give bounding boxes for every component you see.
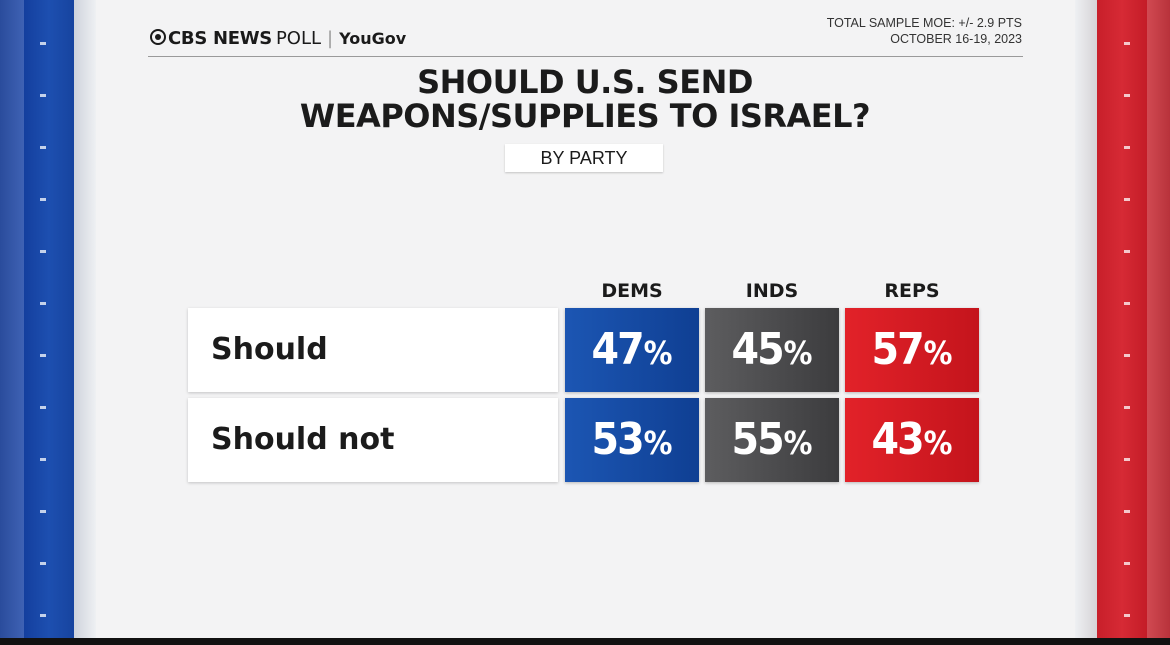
value-number: 43: [871, 414, 925, 465]
left-panel-edge: [74, 0, 96, 640]
poll-dates: OCTOBER 16-19, 2023: [890, 32, 1022, 46]
left-flag-stripe: [0, 0, 24, 640]
left-blue-stripe: [24, 0, 74, 640]
stripe-tick: [1124, 250, 1130, 253]
stripe-tick: [1124, 146, 1130, 149]
percent-sign: %: [643, 334, 673, 372]
stripe-tick: [1124, 614, 1130, 617]
right-flag-stripe: [1147, 0, 1170, 640]
stripe-tick: [40, 146, 46, 149]
partner-name: YouGov: [339, 29, 407, 48]
stripe-tick: [40, 406, 46, 409]
value-number: 47: [591, 324, 645, 375]
header-divider: [148, 56, 1023, 57]
value-number: 45: [731, 324, 785, 375]
stripe-tick: [40, 250, 46, 253]
value-cell-dems: 47%: [565, 308, 699, 392]
value-number: 53: [591, 414, 645, 465]
value-number: 55: [731, 414, 785, 465]
stripe-tick: [40, 198, 46, 201]
chart-subtitle: BY PARTY: [505, 144, 663, 172]
stripe-tick: [1124, 302, 1130, 305]
value-cell-inds: 55%: [705, 398, 839, 482]
chart-title-line-1: SHOULD U.S. SEND: [417, 63, 753, 101]
stripe-tick: [40, 94, 46, 97]
brand-divider: |: [327, 28, 334, 49]
stripe-tick: [40, 42, 46, 45]
value-number: 57: [871, 324, 925, 375]
column-header-reps: REPS: [884, 280, 940, 302]
right-panel-edge: [1075, 0, 1097, 640]
stripe-tick: [40, 562, 46, 565]
stripe-tick: [40, 302, 46, 305]
stripe-tick: [1124, 562, 1130, 565]
column-header-dems: DEMS: [601, 280, 663, 302]
brand-logo: CBS NEWS POLL | YouGov: [150, 28, 406, 49]
brand-name: CBS NEWS: [168, 28, 272, 49]
percent-sign: %: [783, 334, 813, 372]
percent-sign: %: [783, 424, 813, 462]
stripe-tick: [40, 354, 46, 357]
percent-sign: %: [923, 424, 953, 462]
percent-sign: %: [923, 334, 953, 372]
value-cell-inds: 45%: [705, 308, 839, 392]
poll-meta: TOTAL SAMPLE MOE: +/- 2.9 PTS OCTOBER 16…: [827, 15, 1022, 47]
stripe-tick: [1124, 42, 1130, 45]
stripe-tick: [1124, 354, 1130, 357]
brand-suffix: POLL: [275, 28, 322, 49]
right-red-stripe: [1097, 0, 1147, 640]
row-label: Should not: [188, 398, 558, 482]
margin-of-error: TOTAL SAMPLE MOE: +/- 2.9 PTS: [826, 16, 1022, 30]
stripe-tick: [1124, 406, 1130, 409]
value-cell-reps: 43%: [845, 398, 979, 482]
cbs-eye-icon: [150, 29, 166, 45]
value-cell-reps: 57%: [845, 308, 979, 392]
stripe-tick: [1124, 458, 1130, 461]
stripe-tick: [1124, 510, 1130, 513]
row-label: Should: [188, 308, 558, 392]
percent-sign: %: [643, 424, 673, 462]
chart-title-line-2: WEAPONS/SUPPLIES TO ISRAEL?: [299, 97, 871, 135]
stripe-tick: [1124, 198, 1130, 201]
stripe-tick: [1124, 94, 1130, 97]
value-cell-dems: 53%: [565, 398, 699, 482]
bottom-bar: [0, 638, 1170, 645]
stripe-tick: [40, 458, 46, 461]
column-header-inds: INDS: [745, 280, 799, 302]
stripe-tick: [40, 614, 46, 617]
stripe-tick: [40, 510, 46, 513]
